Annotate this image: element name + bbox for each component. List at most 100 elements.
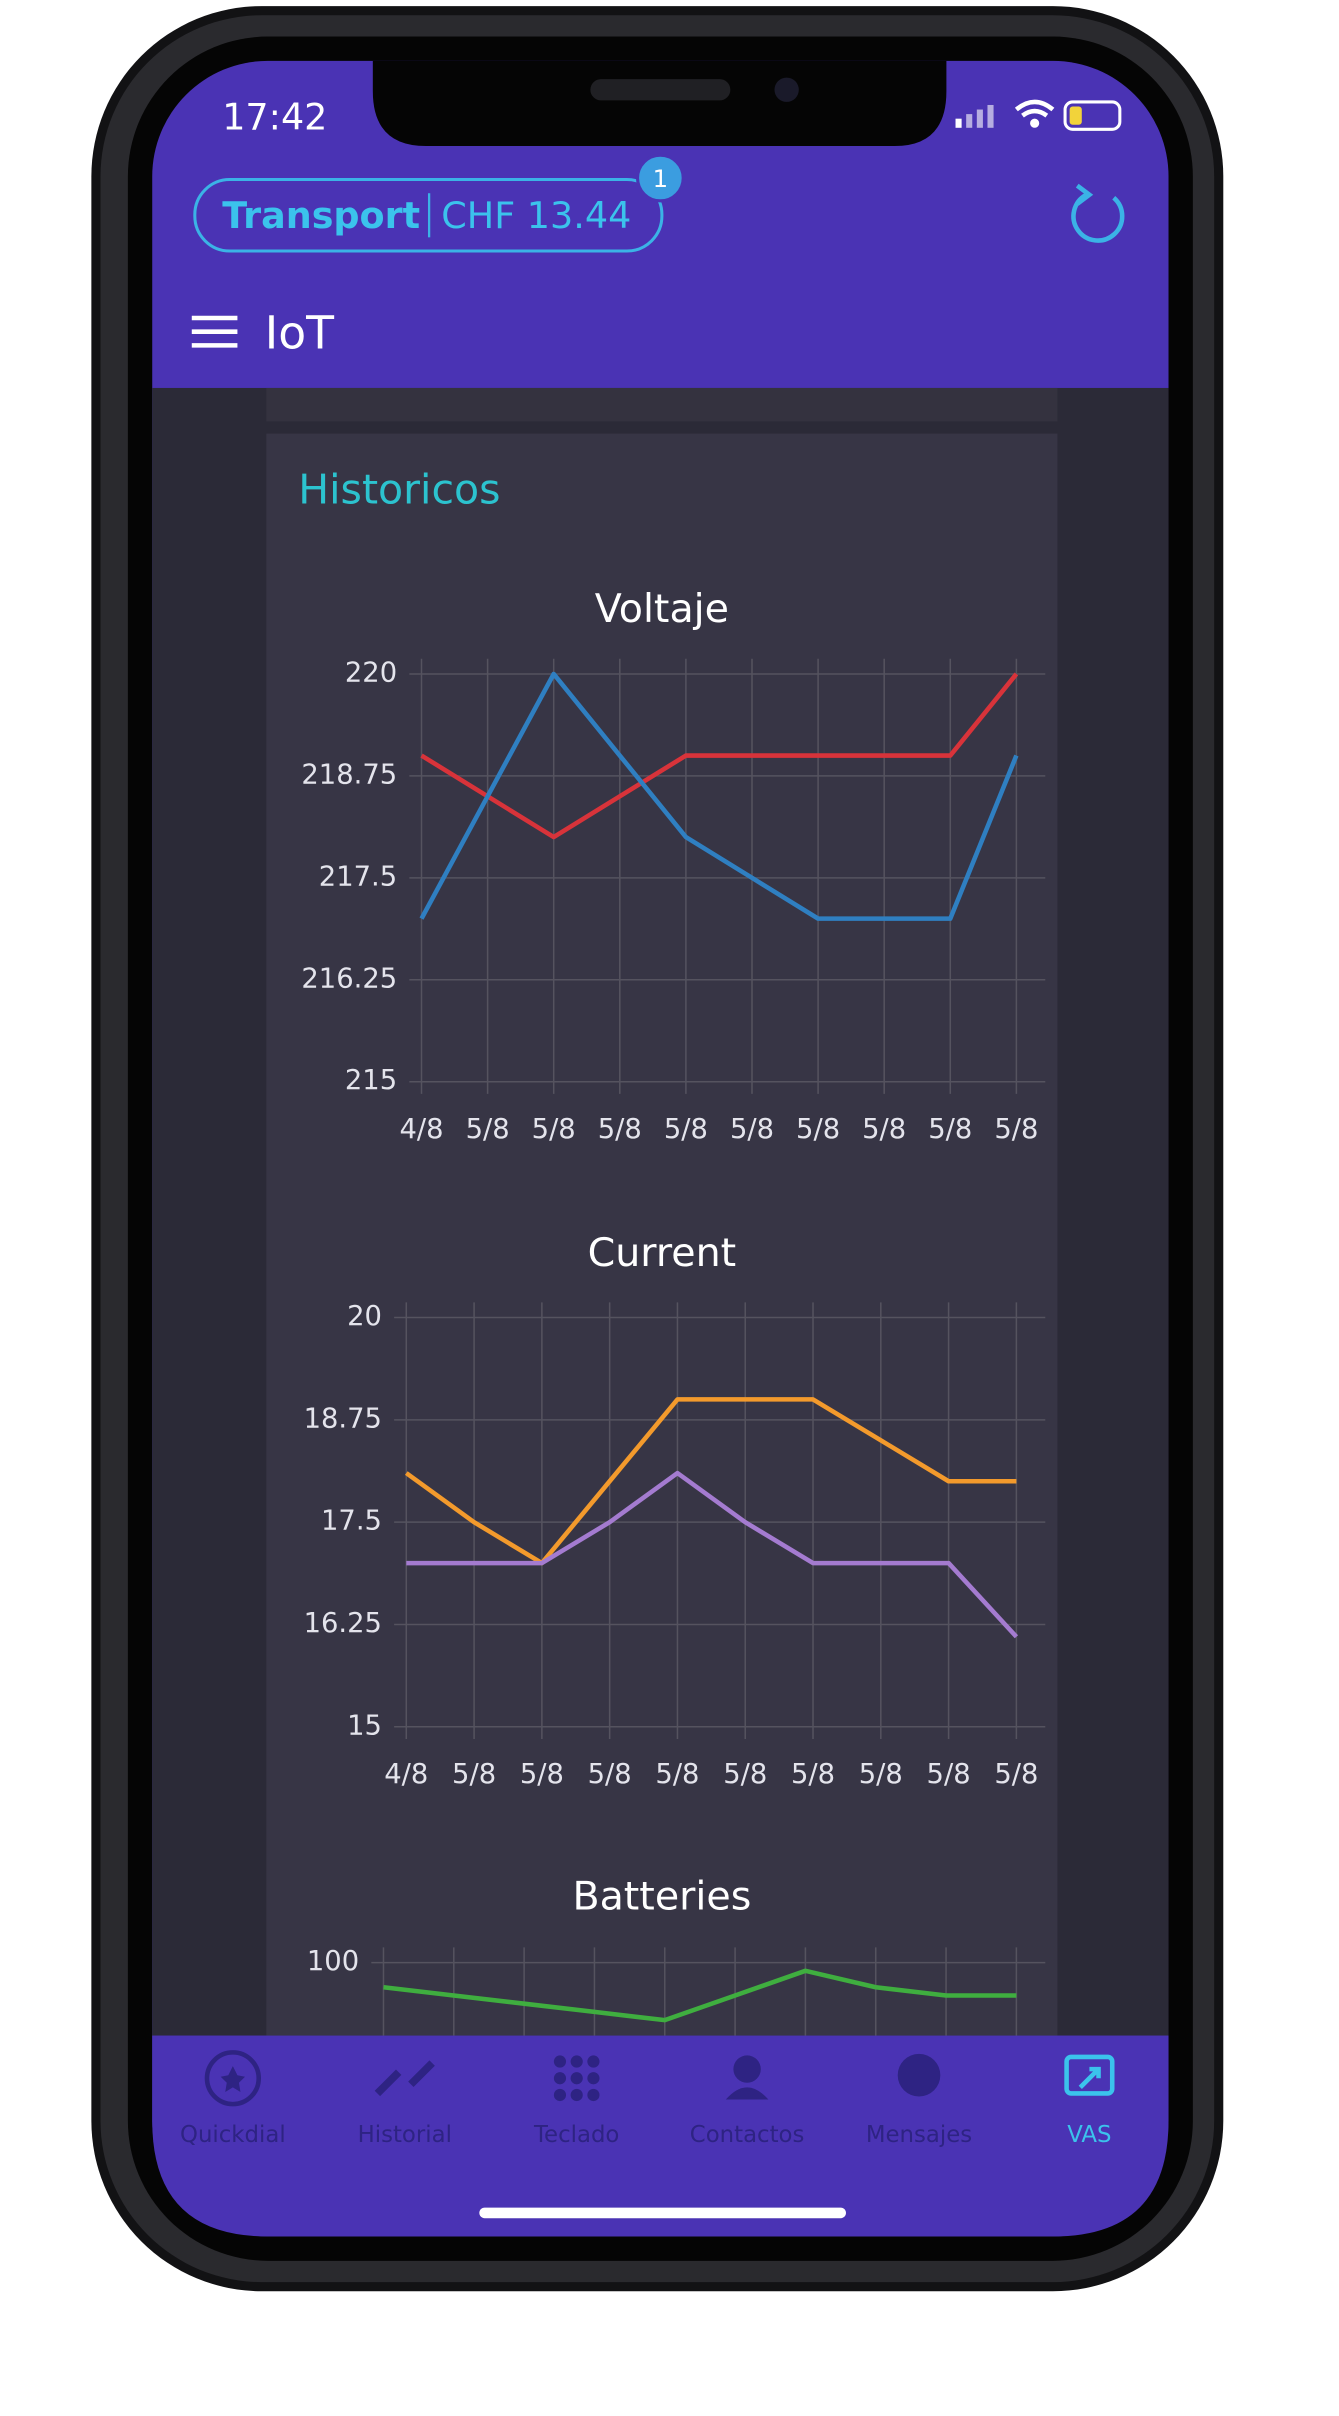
tab-icon [897,2053,941,2097]
y-tick-label: 18.75 [304,1403,382,1434]
y-tick-label: 218.75 [301,759,397,790]
y-tick-label: 220 [345,657,397,688]
chart-title: Batteries [572,1873,751,1919]
x-tick-label: 5/8 [924,2406,968,2416]
x-tick-label: 5/8 [466,1114,510,1145]
x-tick-label: 5/8 [854,2406,898,2416]
refresh-icon[interactable] [1071,192,1125,243]
x-tick-label: 5/8 [452,1759,496,1790]
x-tick-label: 5/8 [730,1114,774,1145]
y-tick-label: 15 [347,1710,382,1741]
home-indicator [479,2207,846,2219]
x-tick-label: 4/8 [361,2406,405,2416]
tab-icon-dot [553,2055,567,2068]
x-tick-label: 5/8 [643,2406,687,2416]
wifi-dot [1030,118,1040,128]
tab-icon-dot [587,2055,600,2068]
tab[interactable]: Teclado [533,2055,619,2148]
x-tick-label: 5/8 [532,1114,576,1145]
data-line [383,1968,1017,2023]
x-tick-label: 5/8 [927,1759,971,1790]
y-tick-label: 100 [307,1946,359,1977]
tab-bar [152,2035,1169,2237]
x-tick-label: 5/8 [994,1114,1038,1145]
x-tick-label: 5/8 [862,1114,906,1145]
y-tick-label: 215 [345,1065,397,1096]
tab-icon [733,2055,761,2083]
tab-icon-arrow [1078,2066,1101,2089]
battery [1063,100,1122,131]
tab-icon-dot [553,2088,567,2102]
x-tick-label: 5/8 [502,2406,546,2416]
tab-icon-dot [553,2072,567,2085]
x-tick-label: 5/8 [783,2406,827,2416]
tab[interactable]: Historial [358,2060,452,2148]
tab-label: Mensajes [866,2122,972,2148]
chart: Batteries 100 4/8 5/8 5/8 5/8 5/8 5/8 5/8 5/8 5/8 5… [307,1873,1046,2416]
x-tick-label: 5/8 [796,1114,840,1145]
tab[interactable]: Contactos [690,2055,805,2148]
x-tick-label: 5/8 [664,1114,708,1145]
wallet-label: Transport [222,194,420,237]
tab-icon [1064,2054,1115,2096]
y-tick-label: 20 [347,1301,382,1332]
wallet-balance: CHF 13.44 [441,194,631,237]
tab-icon-dot [570,2072,583,2085]
data-line [406,1470,1019,1639]
x-tick-label: 5/8 [859,1759,903,1790]
x-tick-label: 5/8 [655,1759,699,1790]
tab-label: Quickdial [180,2122,286,2148]
x-tick-label: 5/8 [713,2406,757,2416]
chart: Voltaje 215 216.25 217.5 218.75 220 4/8 5/8 5/8 5… [301,586,1046,1145]
tab[interactable]: VAS [1064,2054,1115,2148]
y-tick-label: 217.5 [319,861,397,892]
notification-count: 1 [653,164,668,193]
x-tick-label: 5/8 [928,1114,972,1145]
x-tick-label: 5/8 [994,2406,1038,2416]
x-tick-label: 5/8 [994,1759,1038,1790]
wifi [1014,99,1055,118]
x-tick-label: 5/8 [432,2406,476,2416]
card-top [266,387,1058,422]
page-title: IoT [265,306,334,359]
charts: Voltaje 215 216.25 217.5 218.75 220 4/8 5/8 5/8 5… [301,586,1046,2416]
y-tick-label: 17.5 [321,1506,382,1537]
wallet-pill[interactable] [193,178,664,253]
tab[interactable]: Quickdial [180,2050,286,2148]
x-tick-label: 5/8 [588,1759,632,1790]
data-line [404,1397,1017,1566]
tab-icon [204,2050,262,2107]
tab[interactable]: Mensajes [866,2053,972,2148]
x-tick-label: 5/8 [572,2406,616,2416]
data-line [419,671,1019,921]
tab-icon [374,2060,435,2097]
x-tick-label: 5/8 [520,1759,564,1790]
tab-icon-dot [570,2055,583,2068]
y-tick-label: 16.25 [304,1608,382,1639]
notification-badge [636,153,685,203]
tab-label: Contactos [690,2122,805,2148]
refresh-arrow [1075,183,1094,206]
x-tick-label: 4/8 [399,1114,443,1145]
x-tick-label: 5/8 [598,1114,642,1145]
tab-label: Teclado [533,2122,619,2148]
chart-title: Voltaje [595,586,729,632]
tab-icon-dot [587,2088,600,2102]
data-line [420,672,1019,840]
tab-icon-dot [587,2072,600,2085]
camera [774,77,799,102]
speaker [590,79,731,101]
tab-icon-body [725,2087,769,2100]
card [266,433,1058,2036]
tab-icon-dot [570,2088,583,2102]
tab-label: VAS [1067,2122,1111,2148]
notch [372,60,947,147]
x-tick-label: 4/8 [384,1759,428,1790]
menu-icon[interactable] [191,315,238,348]
x-tick-label: 5/8 [723,1759,767,1790]
battery-level [1069,106,1082,125]
signal [955,104,994,128]
status-time: 17:42 [222,95,327,138]
